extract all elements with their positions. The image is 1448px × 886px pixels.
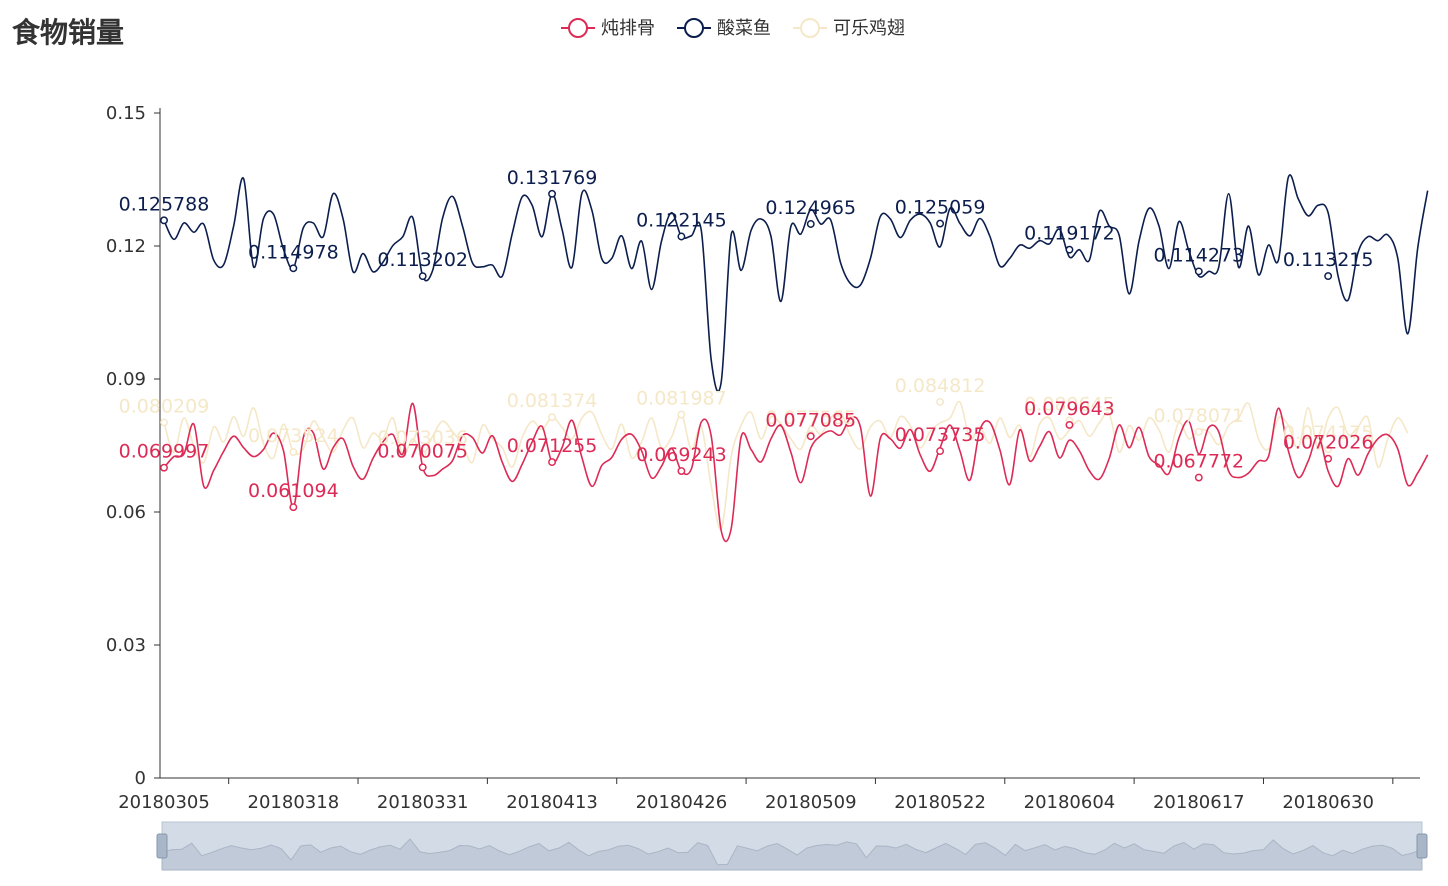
- x-tick-label: 20180509: [765, 792, 857, 813]
- legend-item-2[interactable]: 可乐鸡翅: [793, 18, 905, 39]
- data-point: [1194, 267, 1203, 276]
- x-tick-label: 20180305: [118, 792, 210, 813]
- data-label: 0.077085: [765, 409, 856, 431]
- data-point: [936, 447, 945, 456]
- data-label: 0.071255: [507, 435, 598, 457]
- y-tick-label: 0.15: [106, 103, 146, 124]
- data-label: 0.131769: [507, 167, 598, 189]
- data-zoom-slider[interactable]: [156, 821, 1428, 871]
- data-point: [160, 418, 168, 427]
- data-label: 0.073524: [248, 425, 339, 447]
- data-labels: 0.080209 0.073524 0.073036 0.081374 0.081987…: [119, 167, 1374, 502]
- data-point: [548, 413, 556, 422]
- data-label: 0.122145: [636, 209, 727, 231]
- data-label: 0.080209: [119, 395, 210, 417]
- data-label: 0.081987: [636, 388, 727, 410]
- y-tick-label: 0.06: [106, 502, 146, 523]
- legend-label: 可乐鸡翅: [833, 18, 905, 39]
- zoom-preview-area: [161, 838, 1423, 871]
- legend-label: 炖排骨: [601, 18, 655, 39]
- legend-item-0[interactable]: 炖排骨: [561, 18, 655, 39]
- data-label: 0.114273: [1153, 244, 1244, 266]
- series-line-1: [163, 174, 1429, 393]
- data-label: 0.113215: [1283, 249, 1374, 271]
- x-tick-label: 20180604: [1024, 792, 1116, 813]
- series-line-0: [163, 402, 1429, 543]
- data-point: [1194, 427, 1203, 436]
- data-point: [677, 410, 686, 419]
- data-label: 0.080645: [1024, 393, 1115, 415]
- data-label: 0.124965: [765, 197, 856, 219]
- data-point: [677, 232, 686, 241]
- legend-circle-icon: [568, 18, 588, 38]
- zoom-handle-left[interactable]: [156, 833, 168, 859]
- data-label: 0.074175: [1283, 422, 1374, 444]
- y-tick-label: 0.12: [106, 236, 146, 257]
- data-label: 0.119172: [1024, 223, 1115, 245]
- data-point: [1324, 454, 1333, 463]
- y-tick-label: 0.03: [106, 635, 146, 656]
- data-point: [1194, 473, 1203, 482]
- data-label: 0.069997: [119, 441, 210, 463]
- data-point: [160, 216, 168, 225]
- data-point: [936, 398, 945, 406]
- data-point: [806, 432, 815, 441]
- data-label: 0.073036: [377, 427, 468, 449]
- data-point: [289, 503, 298, 512]
- data-point: [1065, 420, 1074, 429]
- data-label: 0.084812: [895, 375, 986, 397]
- data-point: [418, 272, 427, 281]
- data-point: [936, 219, 945, 228]
- data-label: 0.077565: [765, 407, 856, 429]
- legend-label: 酸菜鱼: [717, 18, 771, 39]
- zoom-handle-right[interactable]: [1416, 833, 1428, 859]
- data-label: 0.061094: [248, 480, 339, 502]
- data-label: 0.125788: [119, 193, 210, 215]
- data-label: 0.070075: [377, 440, 468, 462]
- y-tick-label: 0.09: [106, 369, 146, 390]
- data-point: [289, 264, 298, 273]
- data-label: 0.073735: [895, 424, 986, 446]
- data-label: 0.081374: [507, 390, 598, 412]
- data-point: [548, 458, 556, 467]
- data-point: [677, 467, 686, 475]
- data-point: [1065, 245, 1074, 254]
- data-point: [418, 463, 427, 472]
- y-tick-label: 0: [135, 768, 146, 789]
- x-tick-label: 20180426: [636, 792, 728, 813]
- x-tick-label: 20180617: [1153, 792, 1245, 813]
- legend: 炖排骨 酸菜鱼 可乐鸡翅: [561, 18, 905, 39]
- data-label: 0.072026: [1283, 432, 1374, 454]
- data-point: [1324, 272, 1333, 281]
- data-point: [1324, 445, 1333, 454]
- x-tick-label: 20180318: [248, 792, 340, 813]
- data-label: 0.125059: [895, 197, 986, 219]
- x-tick-label: 20180331: [377, 792, 469, 813]
- data-label: 0.114978: [248, 241, 339, 263]
- data-label: 0.078071: [1153, 405, 1244, 427]
- series-layer: [160, 174, 1429, 543]
- data-label: 0.079643: [1024, 398, 1115, 420]
- x-tick-label: 20180522: [894, 792, 986, 813]
- data-point: [160, 463, 168, 472]
- data-point: [289, 448, 298, 456]
- legend-circle-icon: [684, 18, 704, 38]
- legend-circle-icon: [800, 18, 820, 38]
- data-point: [548, 189, 556, 198]
- axes: 0 0.03 0.06 0.09 0.12 0.15 20180305 20180318 201…: [106, 103, 1420, 813]
- legend-item-1[interactable]: 酸菜鱼: [677, 18, 771, 39]
- chart-title: 食物销量: [12, 16, 124, 49]
- data-label: 0.067772: [1153, 451, 1244, 473]
- data-label: 0.113202: [377, 249, 468, 271]
- x-tick-label: 20180413: [506, 792, 598, 813]
- data-label: 0.069243: [636, 444, 727, 466]
- data-point: [806, 220, 815, 228]
- x-tick-label: 20180630: [1282, 792, 1374, 813]
